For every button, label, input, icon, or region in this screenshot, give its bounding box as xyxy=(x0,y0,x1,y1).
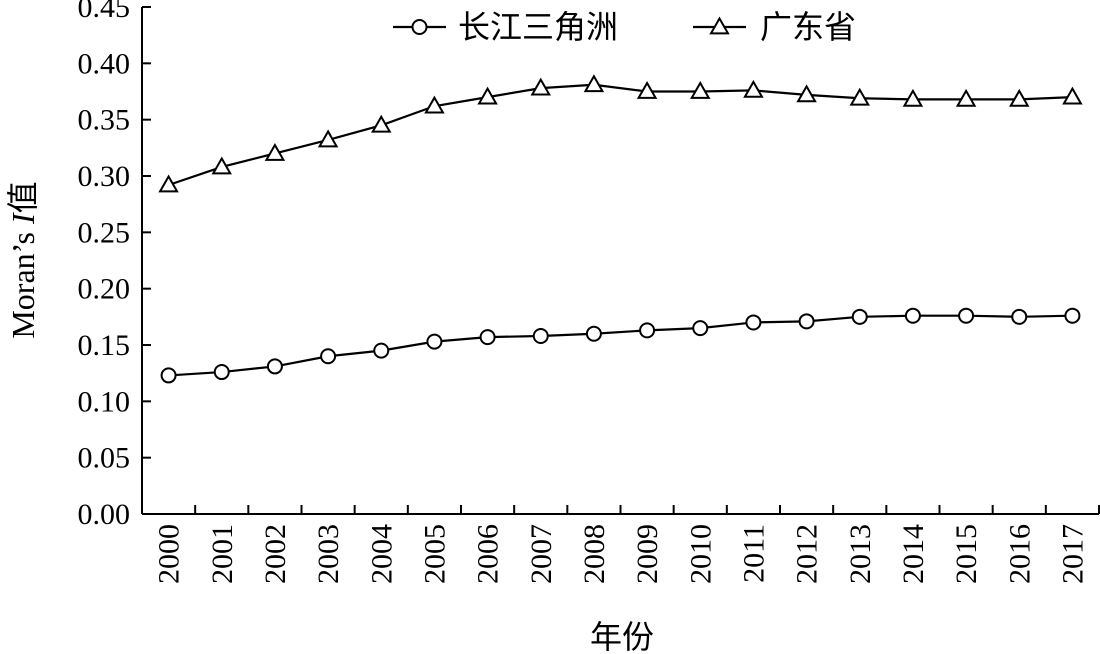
y-tick-label: 0.10 xyxy=(78,385,131,418)
x-tick-label: 2010 xyxy=(684,524,717,584)
data-point xyxy=(158,174,179,193)
y-tick-label: 0.35 xyxy=(78,104,131,137)
series-line xyxy=(168,83,1073,187)
x-tick-label: 2011 xyxy=(737,524,770,583)
y-tick-label: 0.45 xyxy=(78,0,131,24)
data-point xyxy=(371,114,392,133)
data-point xyxy=(373,342,390,359)
x-tick-label: 2009 xyxy=(631,524,664,584)
x-tick-label: 2000 xyxy=(153,524,186,584)
y-tick-label: 0.15 xyxy=(78,329,131,362)
data-point xyxy=(583,74,605,93)
data-point xyxy=(958,307,975,324)
legend-item: 长江三角洲 xyxy=(393,8,618,46)
data-point xyxy=(743,79,764,98)
data-point xyxy=(213,364,230,381)
data-point xyxy=(530,77,551,96)
x-axis-label: 年份 xyxy=(590,618,654,654)
legend-label: 广东省 xyxy=(760,8,856,46)
x-tick-label: 2008 xyxy=(578,524,611,584)
data-point xyxy=(1062,86,1083,105)
y-axis-label-suffix: 值 xyxy=(4,181,42,213)
y-tick-label: 0.05 xyxy=(78,442,131,475)
data-point xyxy=(849,87,870,106)
data-point xyxy=(798,313,815,330)
data-point xyxy=(636,80,658,99)
series-group xyxy=(158,74,1083,384)
data-point xyxy=(904,307,921,324)
x-tick-label: 2017 xyxy=(1056,524,1089,584)
data-point xyxy=(317,129,339,148)
x-tick-label: 2016 xyxy=(1003,524,1036,584)
series-guangdong xyxy=(158,74,1083,193)
x-tick-label: 2004 xyxy=(365,524,398,584)
y-tick-label: 0.25 xyxy=(78,216,131,249)
series-line xyxy=(168,314,1073,377)
legend-marker xyxy=(411,19,428,35)
data-point xyxy=(424,95,445,114)
data-point xyxy=(426,333,443,350)
x-axis-ticks: 2000 2001 2002 2003 2004 2005 2006 2007 2008 2009… xyxy=(141,505,1100,584)
x-tick-label: 2012 xyxy=(791,524,824,584)
data-point xyxy=(692,320,709,337)
x-tick-label: 2007 xyxy=(525,524,558,584)
data-point xyxy=(320,348,337,365)
y-tick-label: 0.00 xyxy=(78,498,131,531)
y-axis-ticks: 0.00 0.05 0.10 0.15 0.20 0.25 0.30 0.35 0.40 0.45 xyxy=(78,0,151,531)
legend-marker xyxy=(709,16,730,35)
x-tick-label: 2005 xyxy=(418,524,451,584)
y-tick-label: 0.20 xyxy=(78,273,131,306)
y-axis-label: Moran’s I值 xyxy=(4,181,42,338)
data-point xyxy=(1011,308,1028,325)
x-tick-label: 2014 xyxy=(897,524,930,584)
data-point xyxy=(745,314,762,331)
legend: 长江三角洲 广东省 xyxy=(393,8,856,46)
x-tick-label: 2002 xyxy=(259,524,292,584)
data-point xyxy=(585,325,602,342)
legend-item: 广东省 xyxy=(693,8,856,46)
x-tick-label: 2013 xyxy=(844,524,877,584)
data-point xyxy=(796,84,817,103)
data-point xyxy=(211,156,232,175)
data-point xyxy=(477,86,498,105)
legend-label: 长江三角洲 xyxy=(458,8,618,46)
data-point xyxy=(264,142,286,161)
data-point xyxy=(851,308,868,325)
data-point xyxy=(902,88,924,107)
data-point xyxy=(690,80,711,99)
data-point xyxy=(532,327,549,344)
y-axis-label-italic: I xyxy=(5,212,41,225)
x-tick-label: 2015 xyxy=(950,524,983,584)
y-tick-label: 0.40 xyxy=(78,47,131,80)
data-point xyxy=(266,358,283,375)
data-point xyxy=(955,88,977,107)
data-point xyxy=(160,367,177,384)
axes xyxy=(141,7,1099,515)
x-tick-label: 2001 xyxy=(206,524,239,584)
x-tick-label: 2006 xyxy=(472,524,505,584)
y-axis-label-prefix: Moran’s xyxy=(5,224,41,339)
data-point xyxy=(1009,88,1030,107)
y-tick-label: 0.30 xyxy=(78,160,131,193)
series-yangtze-delta xyxy=(160,307,1081,384)
data-point xyxy=(1064,307,1081,324)
data-point xyxy=(639,322,656,339)
x-tick-label: 2003 xyxy=(312,524,345,584)
data-point xyxy=(479,329,496,346)
